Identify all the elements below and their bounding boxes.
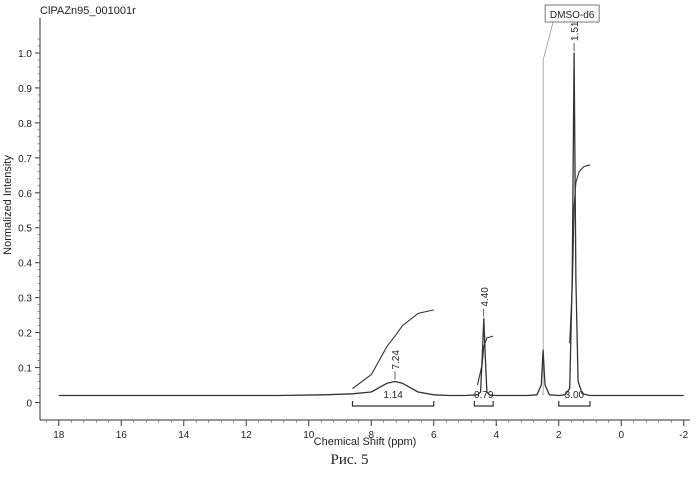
y-tick-label: 0.8 — [18, 119, 32, 130]
integral-curve — [353, 310, 434, 389]
y-tick-label: 0 — [26, 399, 32, 410]
y-tick-label: 0.7 — [18, 154, 32, 165]
peak-label: 1.51 — [570, 21, 581, 41]
x-tick-label: 10 — [303, 430, 315, 441]
x-tick-label: 4 — [493, 430, 499, 441]
y-axis-label: Normalized Intensity — [2, 155, 14, 255]
y-tick-label: 0.6 — [18, 189, 32, 200]
integral-bracket — [353, 401, 434, 406]
x-tick-label: -2 — [679, 430, 688, 441]
x-tick-label: 16 — [116, 430, 128, 441]
chart-title: ClPAZn95_001001r — [40, 5, 136, 17]
spectrum-line — [59, 53, 684, 396]
x-tick-label: 2 — [556, 430, 562, 441]
y-tick-label: 0.4 — [18, 259, 32, 270]
solvent-leader-line — [543, 22, 553, 60]
y-tick-label: 0.1 — [18, 364, 32, 375]
x-tick-label: 0 — [618, 430, 624, 441]
solvent-label: DMSO-d6 — [550, 10, 595, 21]
x-tick-label: 14 — [178, 430, 190, 441]
integral-value: 1.14 — [383, 390, 403, 401]
x-tick-label: 6 — [431, 430, 437, 441]
peak-label: 4.40 — [480, 287, 491, 307]
figure-caption: Рис. 5 — [0, 452, 699, 469]
integral-bracket — [474, 401, 493, 406]
x-axis-label: Chemical Shift (ppm) — [314, 436, 417, 448]
y-tick-label: 0.3 — [18, 294, 32, 305]
y-tick-label: 0.9 — [18, 84, 32, 95]
y-tick-label: 1.0 — [18, 49, 32, 60]
x-tick-label: 12 — [241, 430, 253, 441]
integral-bracket — [559, 401, 590, 406]
x-tick-label: 18 — [53, 430, 65, 441]
y-tick-label: 0.2 — [18, 329, 32, 340]
peak-label: 7.24 — [391, 350, 402, 370]
y-tick-label: 0.5 — [18, 224, 32, 235]
x-tick-label: 8 — [368, 430, 374, 441]
